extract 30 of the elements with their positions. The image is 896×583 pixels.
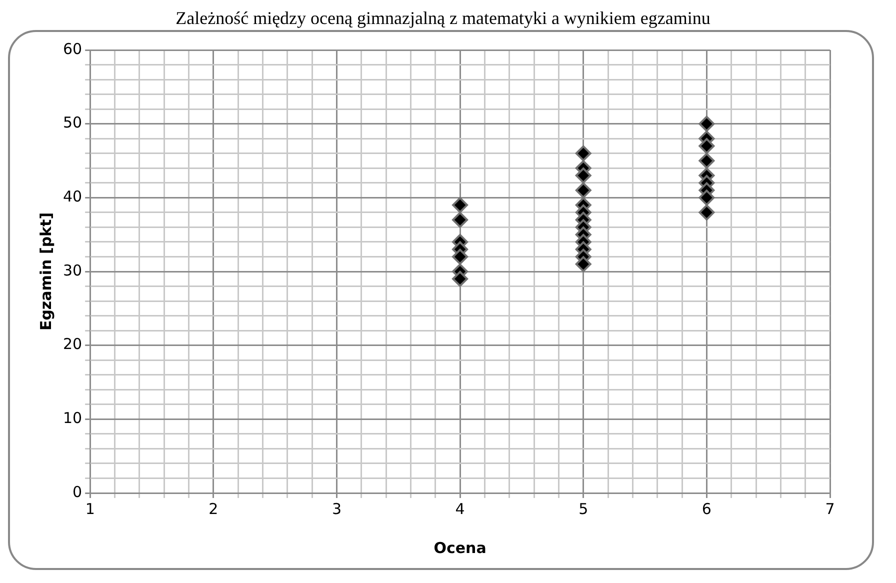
point	[452, 270, 468, 287]
point	[452, 197, 468, 214]
point	[575, 182, 592, 198]
point	[452, 212, 468, 228]
point	[698, 152, 715, 169]
point	[698, 138, 715, 154]
chart-title: Zależność między oceną gimnazjalną z matematyki a wynikiem egzaminu	[174, 8, 712, 28]
x-tick-label: 1	[85, 500, 95, 518]
point	[698, 116, 715, 132]
point	[575, 168, 592, 184]
point	[698, 190, 715, 206]
x-tick-label: 7	[825, 500, 835, 518]
x-tick-label: 5	[578, 500, 588, 518]
y-tick-label: 60	[62, 40, 82, 58]
x-tick-label: 4	[455, 500, 465, 518]
y-tick-label: 50	[62, 114, 82, 132]
point	[575, 145, 592, 162]
y-tick-label: 20	[62, 335, 82, 354]
y-tick-label: 40	[62, 188, 82, 206]
y-axis-title: Egzamin [pkt]	[36, 212, 55, 331]
point	[698, 204, 715, 220]
y-tick-label: 0	[72, 482, 82, 501]
x-tick-label: 6	[702, 500, 712, 518]
x-axis-title: Ocena	[434, 538, 486, 557]
point	[452, 248, 468, 265]
x-tick-label: 3	[332, 500, 342, 518]
point	[575, 256, 592, 272]
y-tick-label: 10	[62, 409, 82, 428]
x-tick-label: 2	[208, 500, 218, 518]
y-tick-label: 30	[62, 261, 82, 280]
